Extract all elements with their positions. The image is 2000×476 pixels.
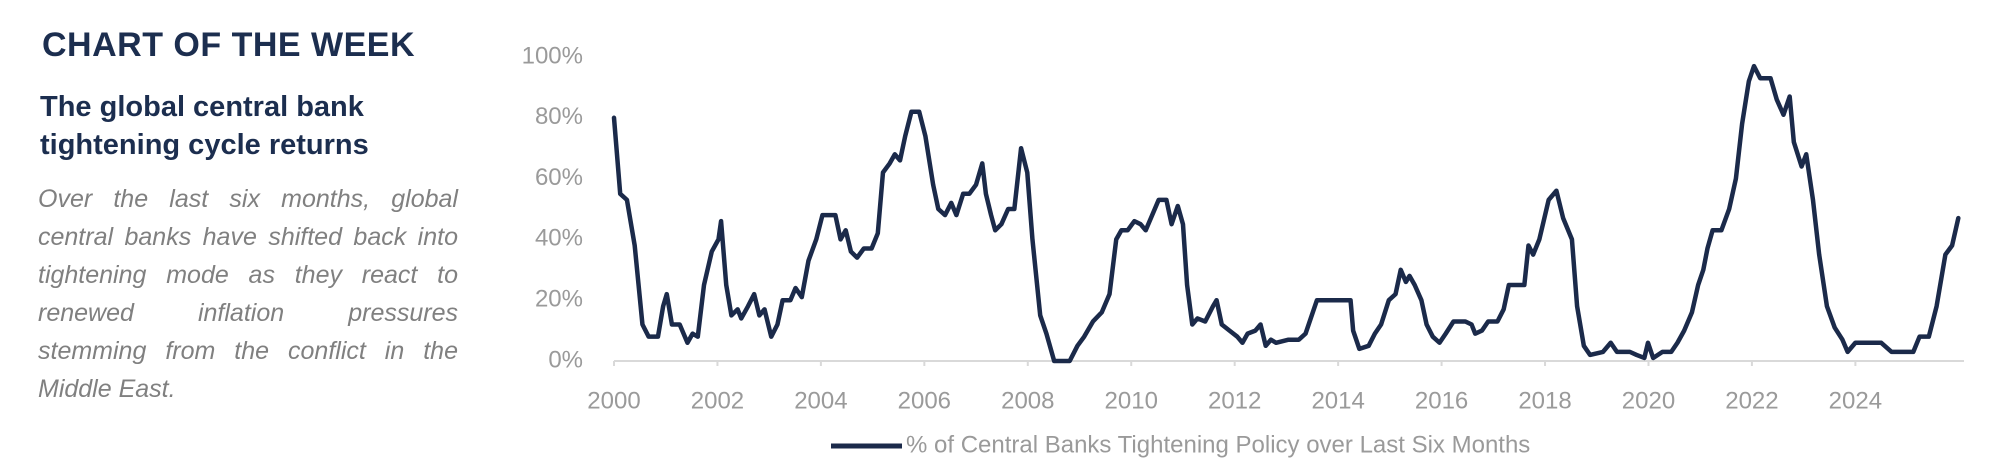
y-tick-label: 20% — [535, 286, 583, 313]
x-tick-label: 2004 — [794, 387, 847, 414]
y-tick-label: 80% — [535, 103, 583, 130]
legend-label: % of Central Banks Tightening Policy ove… — [906, 431, 1530, 458]
x-tick-label: 2002 — [691, 387, 744, 414]
data-line — [611, 63, 1961, 364]
x-tick-label: 2006 — [898, 387, 951, 414]
x-tick-label: 2014 — [1311, 387, 1364, 414]
x-tick-label: 2010 — [1105, 387, 1158, 414]
x-tick-label: 2008 — [1001, 387, 1054, 414]
x-tick-label: 2020 — [1622, 387, 1675, 414]
headline: The global central bank tightening cycle… — [40, 91, 369, 161]
x-tick-label: 2018 — [1518, 387, 1571, 414]
y-tick-label: 40% — [535, 225, 583, 252]
x-tick-label: 2016 — [1415, 387, 1468, 414]
y-tick-label: 0% — [548, 346, 583, 373]
x-tick-label: 2012 — [1208, 387, 1261, 414]
x-tick-label: 2022 — [1725, 387, 1778, 414]
body-text: Over the last six months, global central… — [38, 185, 458, 403]
y-tick-label: 60% — [535, 164, 583, 191]
x-tick-label: 2024 — [1829, 387, 1882, 414]
x-tick-label: 2000 — [587, 387, 640, 414]
y-tick-label: 100% — [522, 42, 583, 69]
kicker: CHART OF THE WEEK — [42, 26, 416, 64]
